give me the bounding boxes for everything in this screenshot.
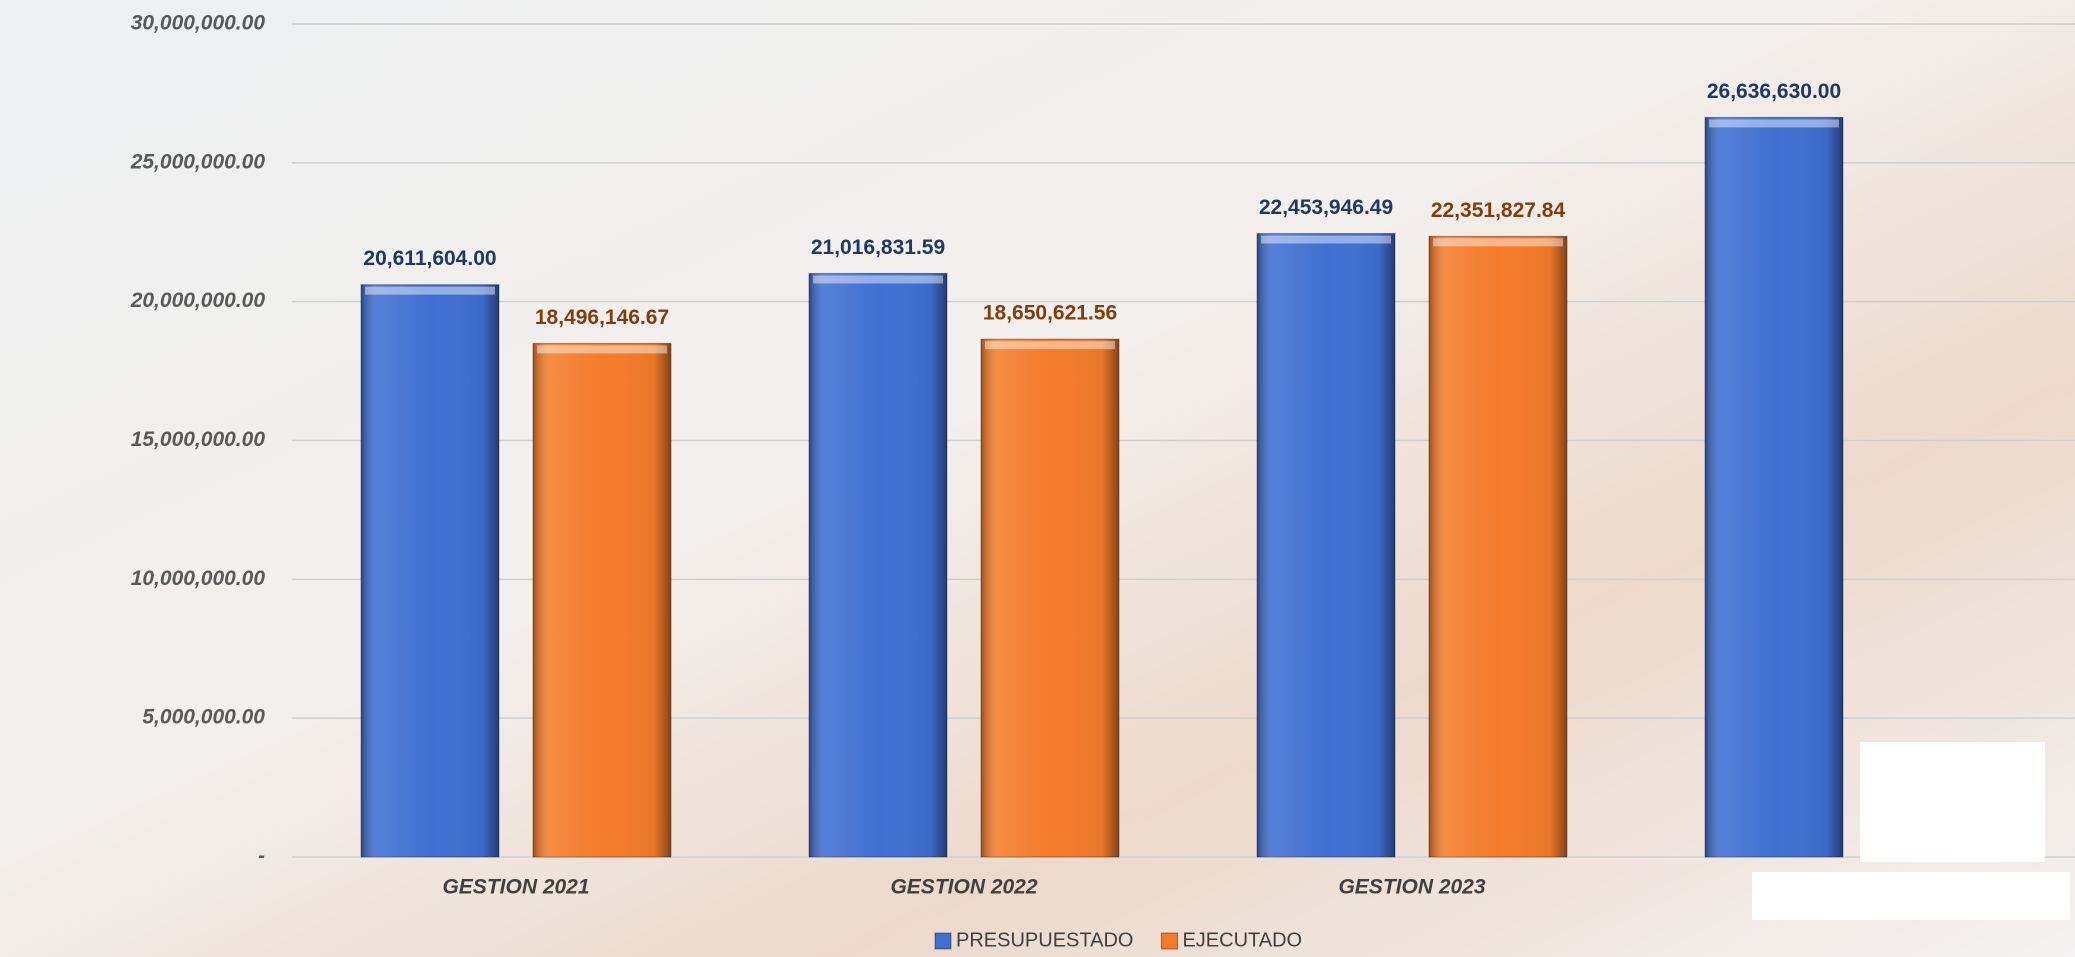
legend-swatch [1160,932,1178,950]
legend-label: PRESUPUESTADO [956,929,1133,951]
bar-bevel [365,286,495,295]
cover-box [1860,742,2045,862]
bar-bevel [1709,119,1839,128]
bar [532,342,672,858]
y-tick-label: - [258,845,265,868]
value-label: 22,351,827.84 [1431,199,1566,222]
bar-bevel [813,275,943,284]
x-tick-label: GESTION 2021 [442,876,589,899]
legend-label: EJECUTADO [1182,929,1302,951]
value-label: 22,453,946.49 [1259,196,1393,219]
x-tick-label: GESTION 2022 [890,876,1037,899]
y-tick-label: 30,000,000.00 [131,12,266,35]
bar [1704,116,1844,858]
bar [1428,235,1568,858]
bar [360,284,500,858]
bar [808,272,948,858]
value-label: 18,650,621.56 [983,302,1117,325]
bar-bevel [537,345,667,354]
cover-box [1752,872,2070,920]
value-label: 26,636,630.00 [1707,80,1841,103]
value-label: 20,611,604.00 [363,247,496,270]
bar-bevel [1433,238,1563,247]
bar [980,338,1120,858]
y-tick-label: 5,000,000.00 [142,706,265,729]
y-tick-label: 25,000,000.00 [130,150,266,173]
y-tick-label: 15,000,000.00 [131,428,266,451]
bar-bevel [1261,235,1391,244]
value-label: 21,016,831.59 [811,236,945,259]
y-tick-label: 20,000,000.00 [130,289,266,312]
y-tick-label: 10,000,000.00 [131,567,266,590]
bar-bevel [985,341,1115,350]
x-tick-label: GESTION 2023 [1338,876,1485,899]
legend-swatch [934,932,952,950]
bar [1256,233,1396,858]
legend: PRESUPUESTADO EJECUTADO [934,929,1302,951]
value-label: 18,496,146.67 [535,306,669,329]
